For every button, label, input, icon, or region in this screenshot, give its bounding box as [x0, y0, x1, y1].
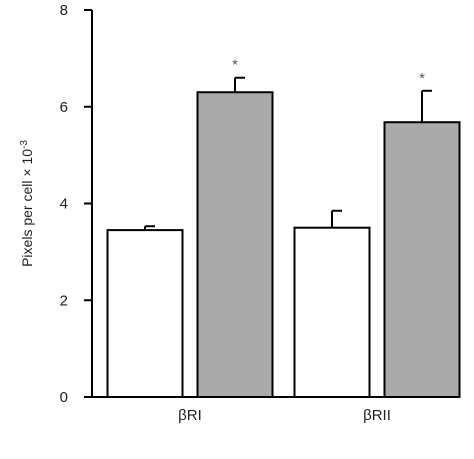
x-tick-label: βRII: [363, 407, 391, 424]
y-axis-label: Pixels per cell × 10-3: [19, 140, 36, 267]
error-bars: **: [144, 57, 432, 231]
y-axis-label-text: Pixels per cell × 10: [19, 149, 35, 267]
bars: [106, 91, 461, 399]
bar: [106, 229, 184, 398]
bar: [196, 91, 274, 399]
y-tick-label: 8: [60, 2, 68, 19]
y-tick-label: 0: [60, 389, 68, 406]
significance-marker: *: [419, 70, 425, 87]
x-tick-label: βRI: [178, 407, 202, 424]
y-ticks: 0 2 4 6 8: [60, 2, 92, 406]
y-axis-label-superscript: -3: [19, 140, 30, 149]
significance-marker: *: [232, 57, 238, 74]
y-tick-label: 2: [60, 292, 68, 309]
y-tick-label: 6: [60, 99, 68, 116]
bar: [293, 226, 371, 398]
x-tick-labels: βRI βRII: [178, 407, 391, 424]
bar: [383, 121, 461, 398]
y-tick-label: 4: [60, 196, 68, 213]
